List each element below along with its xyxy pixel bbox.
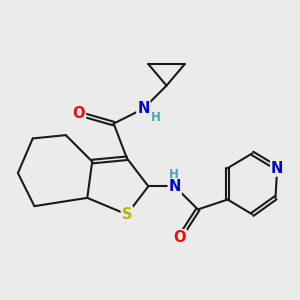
Text: O: O bbox=[173, 230, 186, 245]
Text: N: N bbox=[169, 179, 181, 194]
Text: O: O bbox=[73, 106, 85, 121]
Text: N: N bbox=[137, 101, 150, 116]
Text: H: H bbox=[169, 168, 179, 181]
Text: H: H bbox=[151, 112, 161, 124]
Text: S: S bbox=[122, 207, 132, 222]
Text: N: N bbox=[271, 161, 283, 176]
